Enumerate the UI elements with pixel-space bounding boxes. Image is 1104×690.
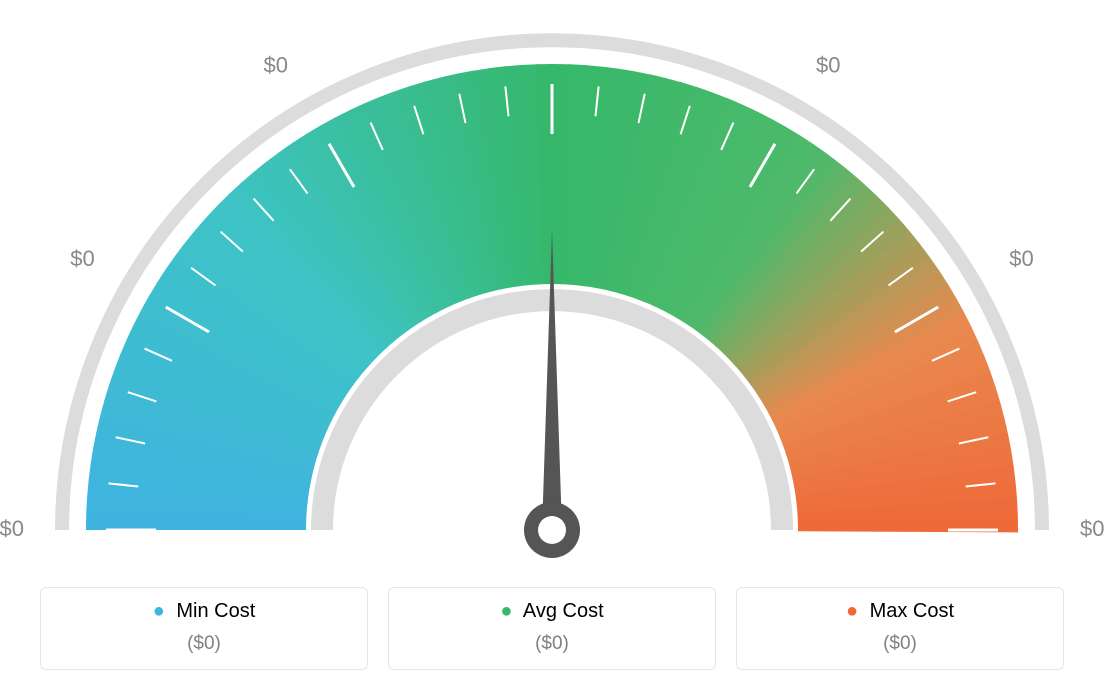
svg-text:$0: $0 (540, 0, 564, 3)
legend-title-min: ● Min Cost (57, 600, 351, 623)
legend-label-min: Min Cost (176, 600, 255, 622)
legend-card-avg: ● Avg Cost ($0) (388, 587, 716, 670)
legend-card-min: ● Min Cost ($0) (40, 587, 368, 670)
svg-text:$0: $0 (1080, 516, 1104, 541)
chart-container: $0 $0 $0 $0 $0 $0 $0 ● Min Cost ($0) ● Avg Cos… (0, 0, 1104, 690)
svg-text:$0: $0 (264, 53, 288, 78)
legend-dot-min: ● (153, 600, 165, 622)
legend-value-max: ($0) (753, 633, 1047, 655)
legend-dot-avg: ● (500, 600, 512, 622)
legend-dot-max: ● (846, 600, 858, 622)
legend-title-max: ● Max Cost (753, 600, 1047, 623)
legend-title-avg: ● Avg Cost (405, 600, 699, 623)
legend-value-avg: ($0) (405, 633, 699, 655)
gauge-chart: $0 $0 $0 $0 $0 $0 $0 (0, 0, 1104, 560)
legend-row: ● Min Cost ($0) ● Avg Cost ($0) ● Max Co… (40, 587, 1064, 670)
svg-text:$0: $0 (0, 516, 24, 541)
legend-card-max: ● Max Cost ($0) (736, 587, 1064, 670)
svg-text:$0: $0 (816, 53, 840, 78)
svg-text:$0: $0 (1009, 246, 1033, 271)
legend-label-avg: Avg Cost (523, 600, 604, 622)
svg-text:$0: $0 (70, 246, 94, 271)
legend-label-max: Max Cost (870, 600, 954, 622)
legend-value-min: ($0) (57, 633, 351, 655)
